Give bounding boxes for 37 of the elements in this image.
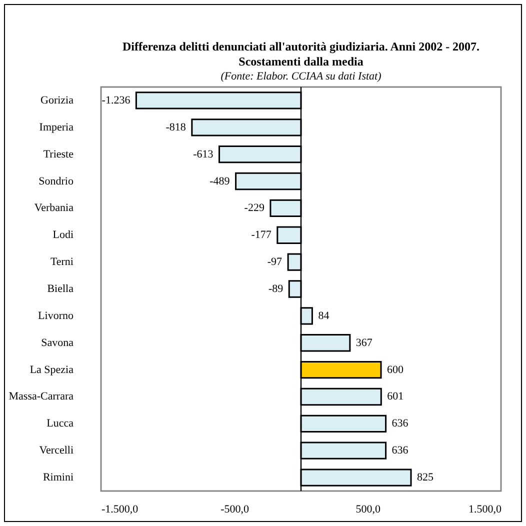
data-label: 636 bbox=[392, 418, 409, 430]
data-label: -1.236 bbox=[102, 94, 131, 106]
x-tick-label: 1.500,0 bbox=[468, 504, 502, 516]
data-label: -818 bbox=[166, 121, 186, 134]
y-tick-label: Vercelli bbox=[39, 444, 74, 457]
y-tick-label: Gorizia bbox=[40, 94, 74, 106]
y-tick-label: Biella bbox=[47, 283, 74, 295]
data-label: 600 bbox=[387, 364, 404, 376]
y-tick-label: Terni bbox=[50, 256, 74, 268]
data-label: -89 bbox=[268, 283, 284, 295]
y-tick-label: La Spezia bbox=[30, 364, 74, 376]
y-tick-label: Rimini bbox=[42, 472, 74, 484]
chart-subtitle: Scostamenti dalla media bbox=[238, 54, 364, 68]
x-tick-label: -500,0 bbox=[220, 504, 250, 516]
data-label: -177 bbox=[251, 229, 272, 242]
y-tick-label: Sondrio bbox=[38, 175, 74, 188]
data-label: -229 bbox=[244, 202, 265, 214]
y-tick-label: Massa-Carrara bbox=[8, 390, 74, 403]
x-tick-label: -1.500,0 bbox=[102, 504, 139, 516]
x-tick-label: 500,0 bbox=[356, 504, 382, 516]
y-tick-label: Verbania bbox=[34, 202, 74, 214]
chart-title: Differenza delitti denunciati all'autorità giudiziaria. Anni 2002 - 2007. bbox=[122, 39, 480, 54]
data-label: -97 bbox=[267, 256, 283, 268]
y-tick-label: Livorno bbox=[38, 310, 74, 322]
y-tick-label: Trieste bbox=[43, 148, 74, 160]
y-tick-label: Imperia bbox=[39, 121, 74, 134]
y-tick-label: Lucca bbox=[46, 418, 74, 430]
data-label: 636 bbox=[392, 444, 409, 457]
text: (Fonte: Elabor. CCIAA su dati Istat) bbox=[220, 70, 382, 82]
data-label: -613 bbox=[193, 148, 214, 160]
data-label: 601 bbox=[387, 390, 404, 403]
data-label: -489 bbox=[210, 175, 230, 188]
y-tick-label: Savona bbox=[41, 336, 74, 349]
data-label: 84 bbox=[318, 310, 330, 322]
data-label: 825 bbox=[417, 472, 434, 484]
data-label: 367 bbox=[356, 336, 373, 349]
y-tick-label: Lodi bbox=[52, 229, 74, 242]
